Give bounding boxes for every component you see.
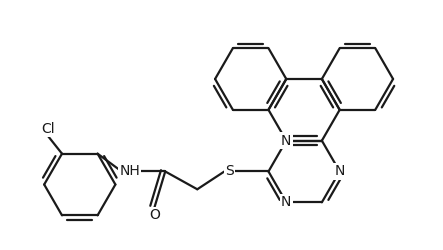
Text: Cl: Cl <box>41 122 54 136</box>
Text: S: S <box>225 164 234 178</box>
Text: N: N <box>281 195 291 209</box>
Text: N: N <box>281 134 291 148</box>
Text: NH: NH <box>119 164 140 178</box>
Text: O: O <box>149 208 160 222</box>
Text: N: N <box>334 164 345 178</box>
